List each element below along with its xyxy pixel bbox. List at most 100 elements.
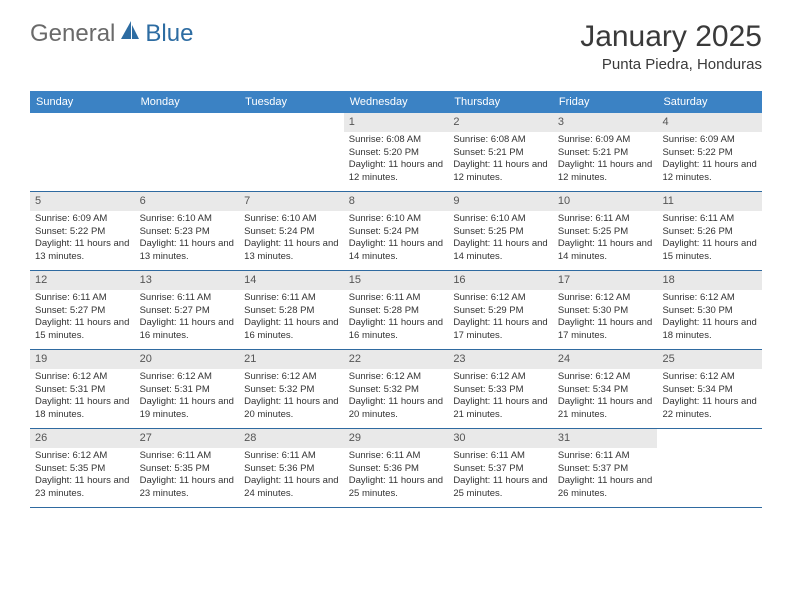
- day-number: 2: [448, 113, 553, 132]
- week-row: 19Sunrise: 6:12 AMSunset: 5:31 PMDayligh…: [30, 350, 762, 429]
- day-body: Sunrise: 6:08 AMSunset: 5:20 PMDaylight:…: [344, 132, 449, 189]
- day-cell: 12 Sunrise: 6:11 AMSunset: 5:27 PMDayligh…: [30, 271, 135, 349]
- sail-icon: [119, 20, 141, 48]
- sunrise-text: Sunrise: 6:12 AM: [662, 371, 757, 384]
- sunset-text: Sunset: 5:31 PM: [140, 384, 235, 397]
- sunrise-text: Sunrise: 6:12 AM: [558, 292, 653, 305]
- daylight-text: Daylight: 11 hours and 15 minutes.: [35, 317, 130, 343]
- weeks-container: 1Sunrise: 6:08 AMSunset: 5:20 PMDaylight…: [30, 113, 762, 508]
- sunrise-text: Sunrise: 6:11 AM: [35, 292, 130, 305]
- sunrise-text: Sunrise: 6:11 AM: [244, 450, 339, 463]
- day-cell: 17Sunrise: 6:12 AMSunset: 5:30 PMDayligh…: [553, 271, 658, 349]
- sunrise-text: Sunrise: 6:11 AM: [349, 292, 444, 305]
- daylight-text: Daylight: 11 hours and 16 minutes.: [140, 317, 235, 343]
- sunset-text: Sunset: 5:22 PM: [35, 226, 130, 239]
- daylight-text: Daylight: 11 hours and 13 minutes.: [140, 238, 235, 264]
- day-body: Sunrise: 6:11 AMSunset: 5:28 PMDaylight:…: [344, 290, 449, 347]
- week-row: 5Sunrise: 6:09 AMSunset: 5:22 PMDaylight…: [30, 192, 762, 271]
- sunrise-text: Sunrise: 6:08 AM: [349, 134, 444, 147]
- day-body: Sunrise: 6:11 AMSunset: 5:36 PMDaylight:…: [239, 448, 344, 505]
- day-cell: 5Sunrise: 6:09 AMSunset: 5:22 PMDaylight…: [30, 192, 135, 270]
- page-title: January 2025: [580, 20, 762, 54]
- day-cell: 2Sunrise: 6:08 AMSunset: 5:21 PMDaylight…: [448, 113, 553, 191]
- daylight-text: Daylight: 11 hours and 26 minutes.: [558, 475, 653, 501]
- sunrise-text: Sunrise: 6:12 AM: [558, 371, 653, 384]
- sunrise-text: Sunrise: 6:09 AM: [662, 134, 757, 147]
- sunrise-text: Sunrise: 6:12 AM: [35, 450, 130, 463]
- day-body: Sunrise: 6:11 AMSunset: 5:25 PMDaylight:…: [553, 211, 658, 268]
- day-body: Sunrise: 6:09 AMSunset: 5:22 PMDaylight:…: [30, 211, 135, 268]
- sunset-text: Sunset: 5:32 PM: [244, 384, 339, 397]
- day-number: 24: [553, 350, 658, 369]
- sunset-text: Sunset: 5:31 PM: [35, 384, 130, 397]
- sunset-text: Sunset: 5:27 PM: [140, 305, 235, 318]
- day-cell: [135, 113, 240, 191]
- page-header: General Blue January 2025 Punta Piedra, …: [30, 20, 762, 73]
- day-cell: 20Sunrise: 6:12 AMSunset: 5:31 PMDayligh…: [135, 350, 240, 428]
- day-body: Sunrise: 6:10 AMSunset: 5:24 PMDaylight:…: [239, 211, 344, 268]
- day-body: Sunrise: 6:12 AMSunset: 5:31 PMDaylight:…: [135, 369, 240, 426]
- day-number: 27: [135, 429, 240, 448]
- day-cell: [30, 113, 135, 191]
- day-body: Sunrise: 6:12 AMSunset: 5:30 PMDaylight:…: [657, 290, 762, 347]
- day-body: Sunrise: 6:12 AMSunset: 5:34 PMDaylight:…: [657, 369, 762, 426]
- day-number: 26: [30, 429, 135, 448]
- day-number: 8: [344, 192, 449, 211]
- sunset-text: Sunset: 5:24 PM: [349, 226, 444, 239]
- sunset-text: Sunset: 5:22 PM: [662, 147, 757, 160]
- sunrise-text: Sunrise: 6:12 AM: [662, 292, 757, 305]
- sunrise-text: Sunrise: 6:10 AM: [140, 213, 235, 226]
- day-cell: 15Sunrise: 6:11 AMSunset: 5:28 PMDayligh…: [344, 271, 449, 349]
- day-body: Sunrise: 6:12 AMSunset: 5:32 PMDaylight:…: [344, 369, 449, 426]
- day-body: Sunrise: 6:08 AMSunset: 5:21 PMDaylight:…: [448, 132, 553, 189]
- sunset-text: Sunset: 5:27 PM: [35, 305, 130, 318]
- day-cell: [239, 113, 344, 191]
- daylight-text: Daylight: 11 hours and 12 minutes.: [349, 159, 444, 185]
- sunset-text: Sunset: 5:24 PM: [244, 226, 339, 239]
- day-cell: 16Sunrise: 6:12 AMSunset: 5:29 PMDayligh…: [448, 271, 553, 349]
- daylight-text: Daylight: 11 hours and 12 minutes.: [662, 159, 757, 185]
- page-subtitle: Punta Piedra, Honduras: [580, 56, 762, 73]
- daylight-text: Daylight: 11 hours and 16 minutes.: [244, 317, 339, 343]
- week-row: 26Sunrise: 6:12 AMSunset: 5:35 PMDayligh…: [30, 429, 762, 508]
- daylight-text: Daylight: 11 hours and 14 minutes.: [349, 238, 444, 264]
- sunset-text: Sunset: 5:37 PM: [453, 463, 548, 476]
- daylight-text: Daylight: 11 hours and 18 minutes.: [35, 396, 130, 422]
- day-number: 4: [657, 113, 762, 132]
- day-of-week-header: Sunday Monday Tuesday Wednesday Thursday…: [30, 91, 762, 113]
- week-row: 12Sunrise: 6:11 AMSunset: 5:27 PMDayligh…: [30, 271, 762, 350]
- day-number: 15: [344, 271, 449, 290]
- day-cell: 25Sunrise: 6:12 AMSunset: 5:34 PMDayligh…: [657, 350, 762, 428]
- day-body: Sunrise: 6:12 AMSunset: 5:30 PMDaylight:…: [553, 290, 658, 347]
- daylight-text: Daylight: 11 hours and 17 minutes.: [453, 317, 548, 343]
- day-cell: 6Sunrise: 6:10 AMSunset: 5:23 PMDaylight…: [135, 192, 240, 270]
- day-number: 13: [135, 271, 240, 290]
- sunrise-text: Sunrise: 6:11 AM: [662, 213, 757, 226]
- sunrise-text: Sunrise: 6:11 AM: [558, 450, 653, 463]
- day-cell: 11Sunrise: 6:11 AMSunset: 5:26 PMDayligh…: [657, 192, 762, 270]
- dow-monday: Monday: [135, 91, 240, 113]
- dow-saturday: Saturday: [657, 91, 762, 113]
- day-number: 12: [30, 271, 135, 290]
- daylight-text: Daylight: 11 hours and 16 minutes.: [349, 317, 444, 343]
- day-body: Sunrise: 6:10 AMSunset: 5:24 PMDaylight:…: [344, 211, 449, 268]
- sunset-text: Sunset: 5:29 PM: [453, 305, 548, 318]
- day-cell: 28Sunrise: 6:11 AMSunset: 5:36 PMDayligh…: [239, 429, 344, 507]
- day-body: Sunrise: 6:10 AMSunset: 5:23 PMDaylight:…: [135, 211, 240, 268]
- sunset-text: Sunset: 5:30 PM: [662, 305, 757, 318]
- daylight-text: Daylight: 11 hours and 25 minutes.: [349, 475, 444, 501]
- sunrise-text: Sunrise: 6:10 AM: [349, 213, 444, 226]
- dow-friday: Friday: [553, 91, 658, 113]
- day-cell: 29Sunrise: 6:11 AMSunset: 5:36 PMDayligh…: [344, 429, 449, 507]
- sunset-text: Sunset: 5:26 PM: [662, 226, 757, 239]
- day-number: 17: [553, 271, 658, 290]
- day-number: 1: [344, 113, 449, 132]
- sunset-text: Sunset: 5:25 PM: [558, 226, 653, 239]
- sunrise-text: Sunrise: 6:12 AM: [453, 292, 548, 305]
- sunset-text: Sunset: 5:34 PM: [662, 384, 757, 397]
- sunset-text: Sunset: 5:25 PM: [453, 226, 548, 239]
- sunrise-text: Sunrise: 6:12 AM: [140, 371, 235, 384]
- daylight-text: Daylight: 11 hours and 20 minutes.: [244, 396, 339, 422]
- day-number: 3: [553, 113, 658, 132]
- daylight-text: Daylight: 11 hours and 15 minutes.: [662, 238, 757, 264]
